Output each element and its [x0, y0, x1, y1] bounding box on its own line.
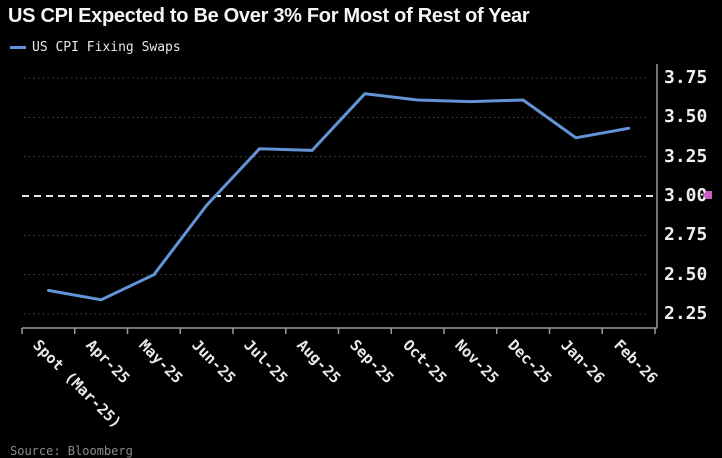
y-tick-label-3.00: 3.00 [664, 185, 708, 206]
y-tick-label-3.25: 3.25 [664, 145, 708, 167]
y-tick-label-2.25: 2.25 [664, 303, 708, 324]
y-tick-label-3.50: 3.50 [664, 106, 708, 128]
series-line-us-cpi-fixing-swaps [46, 92, 631, 302]
legend-label: US CPI Fixing Swaps [32, 40, 181, 55]
chart-title: US CPI Expected to Be Over 3% For Most o… [8, 5, 530, 27]
y-tick-label-2.75: 2.75 [664, 224, 708, 246]
legend-line-swatch-icon [10, 46, 26, 49]
legend: US CPI Fixing Swaps [10, 40, 181, 55]
source-credit: Source: Bloomberg [10, 444, 133, 458]
y-tick-label-3.75: 3.75 [664, 67, 708, 88]
y-tick-label-2.50: 2.50 [664, 263, 708, 285]
reference-level-marker-icon [703, 191, 712, 199]
